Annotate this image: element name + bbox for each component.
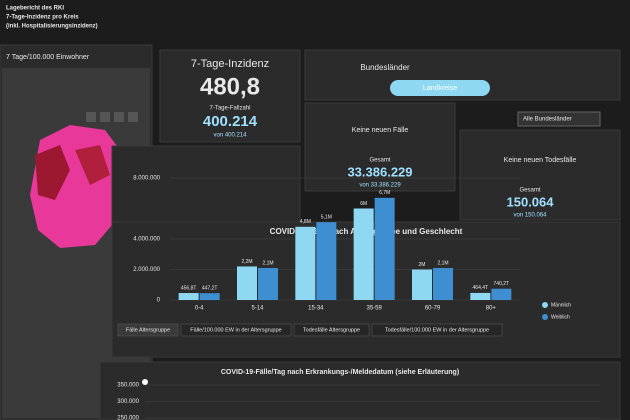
bar bbox=[412, 269, 432, 300]
y-tick-label: 4.000.000 bbox=[133, 237, 160, 243]
chart-title: COVID-19-Fälle/Tag nach Erkrankungs-/Mel… bbox=[221, 369, 459, 376]
chart-tab[interactable] bbox=[371, 323, 503, 337]
chart-tab-label[interactable]: Fälle Altersgruppe bbox=[126, 327, 170, 333]
y-tick-label: 350.000 bbox=[117, 383, 139, 389]
chart-tab[interactable] bbox=[180, 323, 292, 337]
kpi-note: von 150.064 bbox=[513, 213, 547, 219]
value-label: 2,1M bbox=[262, 260, 273, 266]
y-tick-label: 2.000.000 bbox=[133, 267, 160, 273]
map-tool[interactable] bbox=[114, 112, 124, 122]
kpi-label: Gesamt bbox=[519, 188, 540, 194]
bar bbox=[295, 226, 316, 300]
map-title: 7-Tage-Inzidenz pro Kreis bbox=[6, 15, 79, 21]
value-label: 447,2T bbox=[202, 286, 218, 292]
bar bbox=[178, 293, 199, 300]
map-title: Lagebericht des RKI bbox=[6, 6, 64, 12]
map-tool[interactable] bbox=[100, 112, 110, 122]
map-tool[interactable] bbox=[86, 112, 96, 122]
value-label: 6,7M bbox=[379, 190, 390, 196]
chart-tab-label[interactable]: Fälle/100.000 EW in der Altersgruppe bbox=[190, 327, 281, 333]
map-tool[interactable] bbox=[128, 112, 138, 122]
bar bbox=[258, 267, 278, 300]
chart-tab-label[interactable]: Todesfälle Altersgruppe bbox=[303, 327, 360, 333]
value-label: 5,1M bbox=[321, 215, 332, 221]
chart-tab[interactable] bbox=[293, 323, 370, 337]
bar bbox=[433, 267, 453, 300]
x-tick-label: 80+ bbox=[486, 306, 497, 312]
range-handle[interactable] bbox=[142, 379, 148, 385]
kpi-panel bbox=[304, 102, 456, 192]
legend-swatch bbox=[542, 302, 548, 308]
kpi-panel bbox=[159, 49, 301, 143]
value-label: 6M bbox=[360, 201, 367, 207]
y-tick-label: 300.000 bbox=[117, 399, 139, 405]
value-label: 4,8M bbox=[300, 219, 311, 225]
bar bbox=[374, 197, 395, 300]
value-label: 740,2T bbox=[494, 281, 510, 287]
x-tick-label: 0-4 bbox=[195, 306, 204, 312]
kpi-value: 33.386.229 bbox=[347, 164, 412, 179]
bar bbox=[316, 222, 337, 300]
bar bbox=[491, 288, 512, 300]
value-label: 2,2M bbox=[241, 259, 252, 265]
bar bbox=[353, 208, 374, 300]
x-tick-label: 5-14 bbox=[251, 306, 264, 312]
kpi-panel bbox=[459, 129, 621, 221]
x-tick-label: 60-79 bbox=[425, 306, 441, 312]
bar-chart-panel-top bbox=[111, 145, 301, 223]
kpi-sub-value: 400.214 bbox=[203, 113, 258, 130]
y-tick-label: 0 bbox=[157, 298, 161, 304]
bar bbox=[199, 293, 220, 300]
x-tick-label: 35-59 bbox=[366, 306, 382, 312]
kpi-title: 7-Tage-Inzidenz bbox=[191, 58, 269, 70]
tab[interactable]: Bundesländer bbox=[360, 63, 410, 72]
kpi-note: von 33.386.229 bbox=[359, 183, 401, 189]
map-title: (inkl. Hospitalisierungsinzidenz) bbox=[6, 24, 98, 30]
y-tick-label: 8.000.000 bbox=[133, 176, 160, 182]
kpi-label: Gesamt bbox=[369, 158, 390, 164]
dropdown-label[interactable]: Alle Bundesländer bbox=[523, 117, 572, 123]
value-label: 456,8T bbox=[181, 285, 197, 291]
value-label: 2,1M bbox=[437, 260, 448, 266]
kpi-title: Keine neuen Fälle bbox=[352, 127, 409, 134]
map-legend-title: 7 Tage/100.000 Einwohner bbox=[6, 54, 90, 61]
kpi-title: Keine neuen Todesfälle bbox=[504, 157, 577, 164]
legend-swatch bbox=[542, 314, 548, 320]
chart-tab[interactable] bbox=[117, 323, 179, 337]
chart-tab-label[interactable]: Todesfälle/100.000 EW in der Altersgrupp… bbox=[385, 327, 489, 333]
dropdown[interactable] bbox=[517, 111, 601, 127]
kpi-value: 150.064 bbox=[507, 194, 555, 209]
bar bbox=[237, 266, 257, 300]
kpi-sub-title: 7-Tage-Fallzahl bbox=[209, 106, 250, 112]
legend-label: Männlich bbox=[551, 302, 571, 308]
value-label: 2M bbox=[419, 262, 426, 268]
y-tick-label: 250.000 bbox=[117, 416, 139, 420]
tab-active-bg[interactable] bbox=[390, 80, 490, 96]
bar bbox=[470, 292, 491, 300]
map-region bbox=[75, 145, 110, 185]
x-tick-label: 15-34 bbox=[308, 306, 324, 312]
line-chart-panel bbox=[99, 361, 621, 420]
value-label: 464,4T bbox=[473, 285, 489, 291]
kpi-value: 480,8 bbox=[200, 73, 260, 100]
map-region bbox=[35, 145, 70, 200]
kpi-sub-note: von 400.214 bbox=[213, 133, 247, 139]
tab[interactable]: Landkreise bbox=[423, 85, 457, 92]
legend-label: Weiblich bbox=[551, 314, 570, 320]
